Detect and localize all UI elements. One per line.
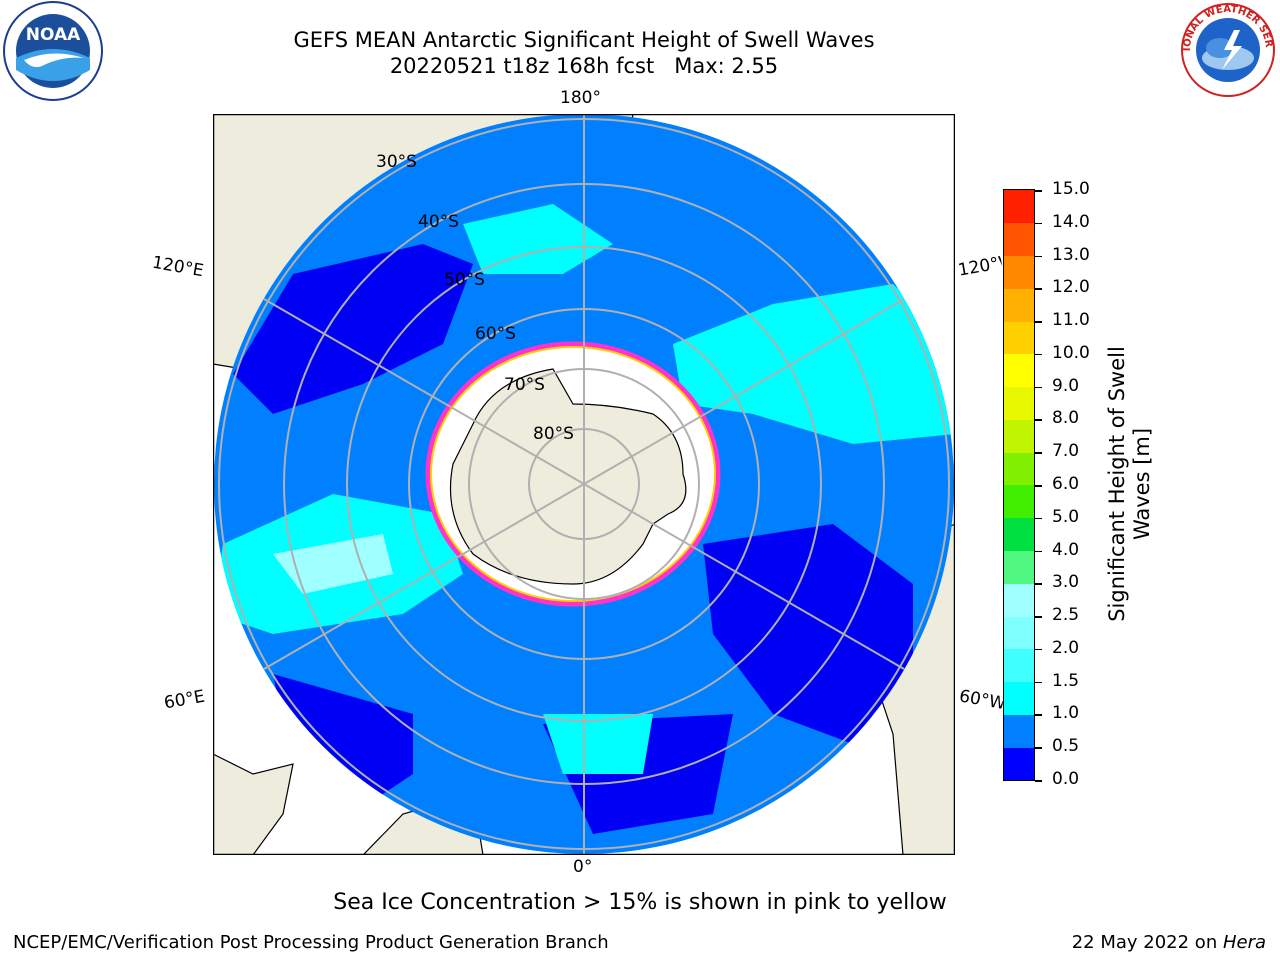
noaa-logo-text: NOAA [26,25,81,45]
lon-label-120e: 120°E [150,252,206,282]
colorbar-tick-mark [1035,550,1042,553]
colorbar-segment [1004,255,1034,289]
colorbar-tick-label: 15.0 [1052,179,1090,199]
colorbar-segment [1004,747,1034,781]
colorbar-tick-label: 13.0 [1052,244,1090,265]
colorbar-segment [1004,452,1034,486]
colorbar-tick-label: 1.5 [1052,670,1080,691]
lon-label-0: 0° [573,857,593,877]
colorbar-segment [1004,681,1034,715]
colorbar-segment [1004,419,1034,453]
colorbar-segment [1004,321,1034,355]
colorbar-tick-mark [1035,419,1042,421]
nws-logo: NATIONAL WEATHER SERVICE [1176,0,1275,97]
colorbar-tick-mark [1035,255,1042,258]
lat-label-50s: 50°S [444,270,485,290]
lon-label-120w: 120°W [956,253,1004,281]
colorbar-segment [1004,517,1034,552]
chart-subtitle: 20220521 t18z 168h fcst Max: 2.55 [389,54,779,78]
colorbar-tick-mark [1035,747,1042,749]
noaa-logo: NOAA [3,1,103,101]
colorbar-tick-mark [1035,780,1042,782]
colorbar-tick-label: 9.0 [1052,375,1080,396]
colorbar-segment [1004,616,1034,650]
lat-label-80s: 80°S [533,424,574,444]
colorbar-tick-label: 7.0 [1052,441,1080,462]
colorbar-tick-label: 10.0 [1052,342,1090,363]
colorbar [1003,189,1035,781]
colorbar-tick-mark [1035,353,1042,356]
caption: Sea Ice Concentration > 15% is shown in … [333,890,947,915]
colorbar-tick-label: 4.0 [1052,539,1080,560]
colorbar-tick-mark [1035,190,1042,192]
colorbar-segment [1004,550,1034,584]
colorbar-tick-mark [1035,517,1042,520]
lat-label-40s: 40°S [418,212,459,232]
chart-title: GEFS MEAN Antarctic Significant Height o… [293,28,875,52]
colorbar-tick-label: 12.0 [1052,277,1090,298]
lat-label-60s: 60°S [475,324,516,344]
colorbar-tick-label: 3.0 [1052,572,1080,593]
footer-date: 22 May 2022 on Hera [1071,932,1266,953]
colorbar-tick-label: 2.5 [1052,605,1080,626]
lat-label-30s: 30°S [376,152,417,172]
colorbar-tick-mark [1035,583,1042,585]
colorbar-tick-mark [1035,616,1042,618]
colorbar-tick-label: 8.0 [1052,408,1080,429]
colorbar-tick-label: 11.0 [1052,310,1090,331]
colorbar-tick-mark [1035,648,1042,651]
colorbar-tick-label: 1.0 [1052,703,1080,724]
colorbar-segment [1004,583,1034,617]
colorbar-tick-label: 14.0 [1052,211,1090,232]
colorbar-segment [1004,190,1034,224]
colorbar-segment [1004,648,1034,683]
lon-label-180: 180° [560,88,601,108]
colorbar-tick-mark [1035,714,1042,716]
colorbar-segment [1004,222,1034,257]
colorbar-tick-label: 0.0 [1052,769,1080,789]
colorbar-tick-label: 5.0 [1052,506,1080,527]
colorbar-tick-mark [1035,222,1042,225]
colorbar-tick-label: 6.0 [1052,474,1080,494]
lon-label-60e: 60°E [162,686,207,714]
polar-map [213,114,955,855]
colorbar-segment [1004,353,1034,388]
colorbar-tick-mark [1035,386,1042,389]
colorbar-segment [1004,485,1034,519]
lon-label-60w: 60°W [957,686,1005,714]
colorbar-tick-mark [1035,288,1042,290]
colorbar-tick-label: 0.5 [1052,736,1080,757]
lat-label-70s: 70°S [504,375,545,395]
colorbar-tick-mark [1035,681,1042,684]
colorbar-tick-mark [1035,452,1042,454]
colorbar-title: Significant Height of Swell Waves [m] [1105,346,1154,622]
colorbar-tick-mark [1035,485,1042,487]
footer-credit: NCEP/EMC/Verification Post Processing Pr… [13,932,609,953]
colorbar-segment [1004,714,1034,748]
colorbar-segment [1004,288,1034,322]
colorbar-segment [1004,386,1034,420]
colorbar-tick-mark [1035,321,1042,323]
colorbar-tick-label: 2.0 [1052,637,1080,658]
antarctica-land [450,368,687,585]
